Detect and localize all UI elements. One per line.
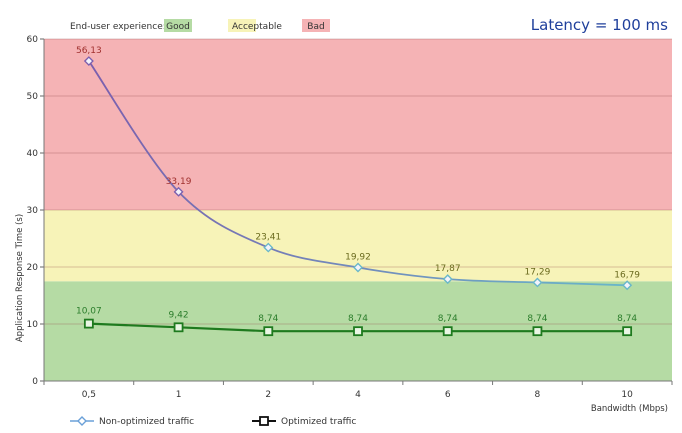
- data-point-non-optimized: [442, 274, 453, 285]
- data-label-non-optimized: 33,19: [166, 177, 192, 187]
- band-legend-swatch-acceptable: [228, 19, 256, 32]
- y-tick-label: 20: [27, 263, 39, 273]
- data-label-optimized: 8,74: [348, 314, 368, 324]
- data-label-optimized: 8,74: [527, 314, 547, 324]
- gridlines: [44, 38, 672, 325]
- x-tick-label: 2: [265, 390, 271, 400]
- band-legend-label-bad: Bad: [307, 22, 324, 32]
- data-point-optimized: [173, 322, 184, 333]
- data-point-optimized: [353, 326, 363, 337]
- data-point-non-optimized: [83, 56, 94, 67]
- band-legend-swatch-bad: [302, 19, 330, 32]
- data-point-optimized: [442, 326, 453, 337]
- x-axis-label: Bandwidth (Mbps): [591, 404, 668, 414]
- data-labels: 56,13 33,19 23,41 19,92 17,87 17,29 16,79 10,07…: [76, 46, 640, 324]
- legend-label-non-optimized: Non-optimized traffic: [99, 417, 194, 427]
- data-point-non-optimized: [173, 186, 184, 197]
- y-tick-label: 40: [27, 149, 39, 159]
- data-point-non-optimized: [353, 262, 363, 273]
- band-legend-label-good: Good: [166, 22, 190, 32]
- x-tick-label: 6: [445, 390, 451, 400]
- data-label-optimized: 8,74: [617, 314, 637, 324]
- data-point-non-optimized: [622, 280, 633, 291]
- band-legend-swatch-good: [164, 19, 192, 32]
- data-label-optimized: 8,74: [258, 314, 278, 324]
- data-point-optimized: [263, 326, 274, 337]
- data-point-optimized: [532, 326, 543, 337]
- chart-title: Latency = 100 ms: [531, 16, 668, 34]
- y-axis-label: Application Response Time (s): [15, 214, 25, 342]
- data-label-non-optimized: 23,41: [255, 233, 281, 243]
- x-tick-label: 10: [621, 390, 633, 400]
- legend-marker-non-optimized: [77, 416, 87, 426]
- data-label-optimized: 9,42: [169, 310, 189, 320]
- data-label-optimized: 10,07: [76, 307, 102, 317]
- legend-label-optimized: Optimized traffic: [281, 417, 356, 427]
- y-tick-label: 10: [27, 320, 39, 330]
- x-tick-label: 0,5: [82, 390, 96, 400]
- y-tick-label: 30: [27, 206, 39, 216]
- series-legend: Non-optimized traffic Optimized traffic: [70, 416, 356, 427]
- data-label-non-optimized: 17,29: [525, 267, 551, 277]
- y-tick-label: 0: [32, 377, 38, 387]
- experience-bands: [44, 39, 672, 381]
- band-bad: [44, 39, 672, 210]
- data-label-non-optimized: 56,13: [76, 46, 102, 56]
- series-layer: [83, 56, 633, 337]
- x-tick-label: 8: [535, 390, 541, 400]
- data-point-optimized: [83, 318, 94, 329]
- y-tick-label: 50: [27, 92, 39, 102]
- x-tick-label: 4: [355, 390, 361, 400]
- legend-marker-optimized: [259, 416, 269, 426]
- data-point-non-optimized: [263, 242, 274, 253]
- data-label-non-optimized: 16,79: [614, 270, 640, 280]
- band-legend-label-acceptable: Acceptable: [232, 22, 282, 32]
- band-legend: End-user experience: Good Acceptable Bad: [70, 19, 330, 32]
- band-legend-title: End-user experience:: [70, 22, 166, 32]
- data-label-optimized: 8,74: [438, 314, 458, 324]
- data-point-optimized: [622, 326, 633, 337]
- data-label-non-optimized: 17,87: [435, 264, 461, 274]
- data-point-non-optimized: [532, 277, 543, 288]
- axes: 0 10 20 30 40 50 60 0,5 1 2 4 6 8 10: [27, 35, 673, 400]
- data-label-non-optimized: 19,92: [345, 252, 371, 262]
- y-tick-label: 60: [27, 35, 39, 45]
- x-tick-label: 1: [176, 390, 182, 400]
